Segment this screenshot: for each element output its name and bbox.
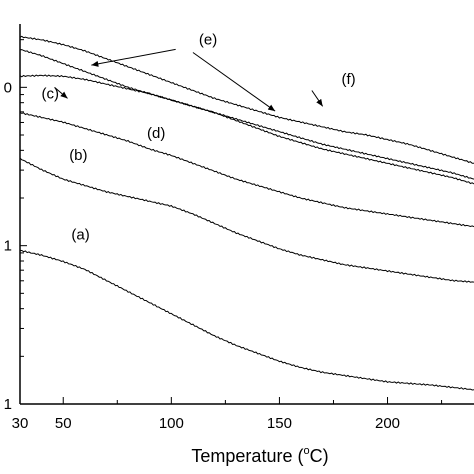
curve-b [19,157,474,283]
curve-d [19,112,474,228]
annotation-arrow [54,86,68,99]
curve-label-e: (e) [199,32,217,49]
annotation-arrow [91,48,176,67]
curve-label-c: (c) [42,85,60,102]
curve-label-b: (b) [69,147,87,164]
y-tick-label: 1 [4,396,12,413]
x-tick-label: 200 [375,415,400,432]
x-tick-labels: 30 50 100 150 200 [12,415,400,432]
x-tick-label: 150 [267,415,292,432]
x-tick-label: 50 [55,415,72,432]
annotation-arrow [311,90,324,107]
y-tick-labels: 0 1 1 [4,79,12,413]
y-tick-label: 0 [4,79,12,96]
curve-c [19,74,474,185]
curves [19,35,474,391]
curve-f [19,35,474,164]
curve-e [19,49,474,180]
curve-label-a: (a) [71,226,89,243]
curve-a [19,249,474,391]
annotation-arrow [192,52,276,112]
axes [19,24,474,405]
curve-labels: (a) (b) (c) (d) (e) (f) [42,32,356,244]
curve-label-f: (f) [342,71,356,88]
x-tick-label: 100 [159,415,184,432]
x-axis-label: Temperature (oC) [191,445,328,466]
curve-label-d: (d) [147,125,165,142]
x-tick-label: 30 [12,415,29,432]
y-tick-label: 1 [4,238,12,255]
